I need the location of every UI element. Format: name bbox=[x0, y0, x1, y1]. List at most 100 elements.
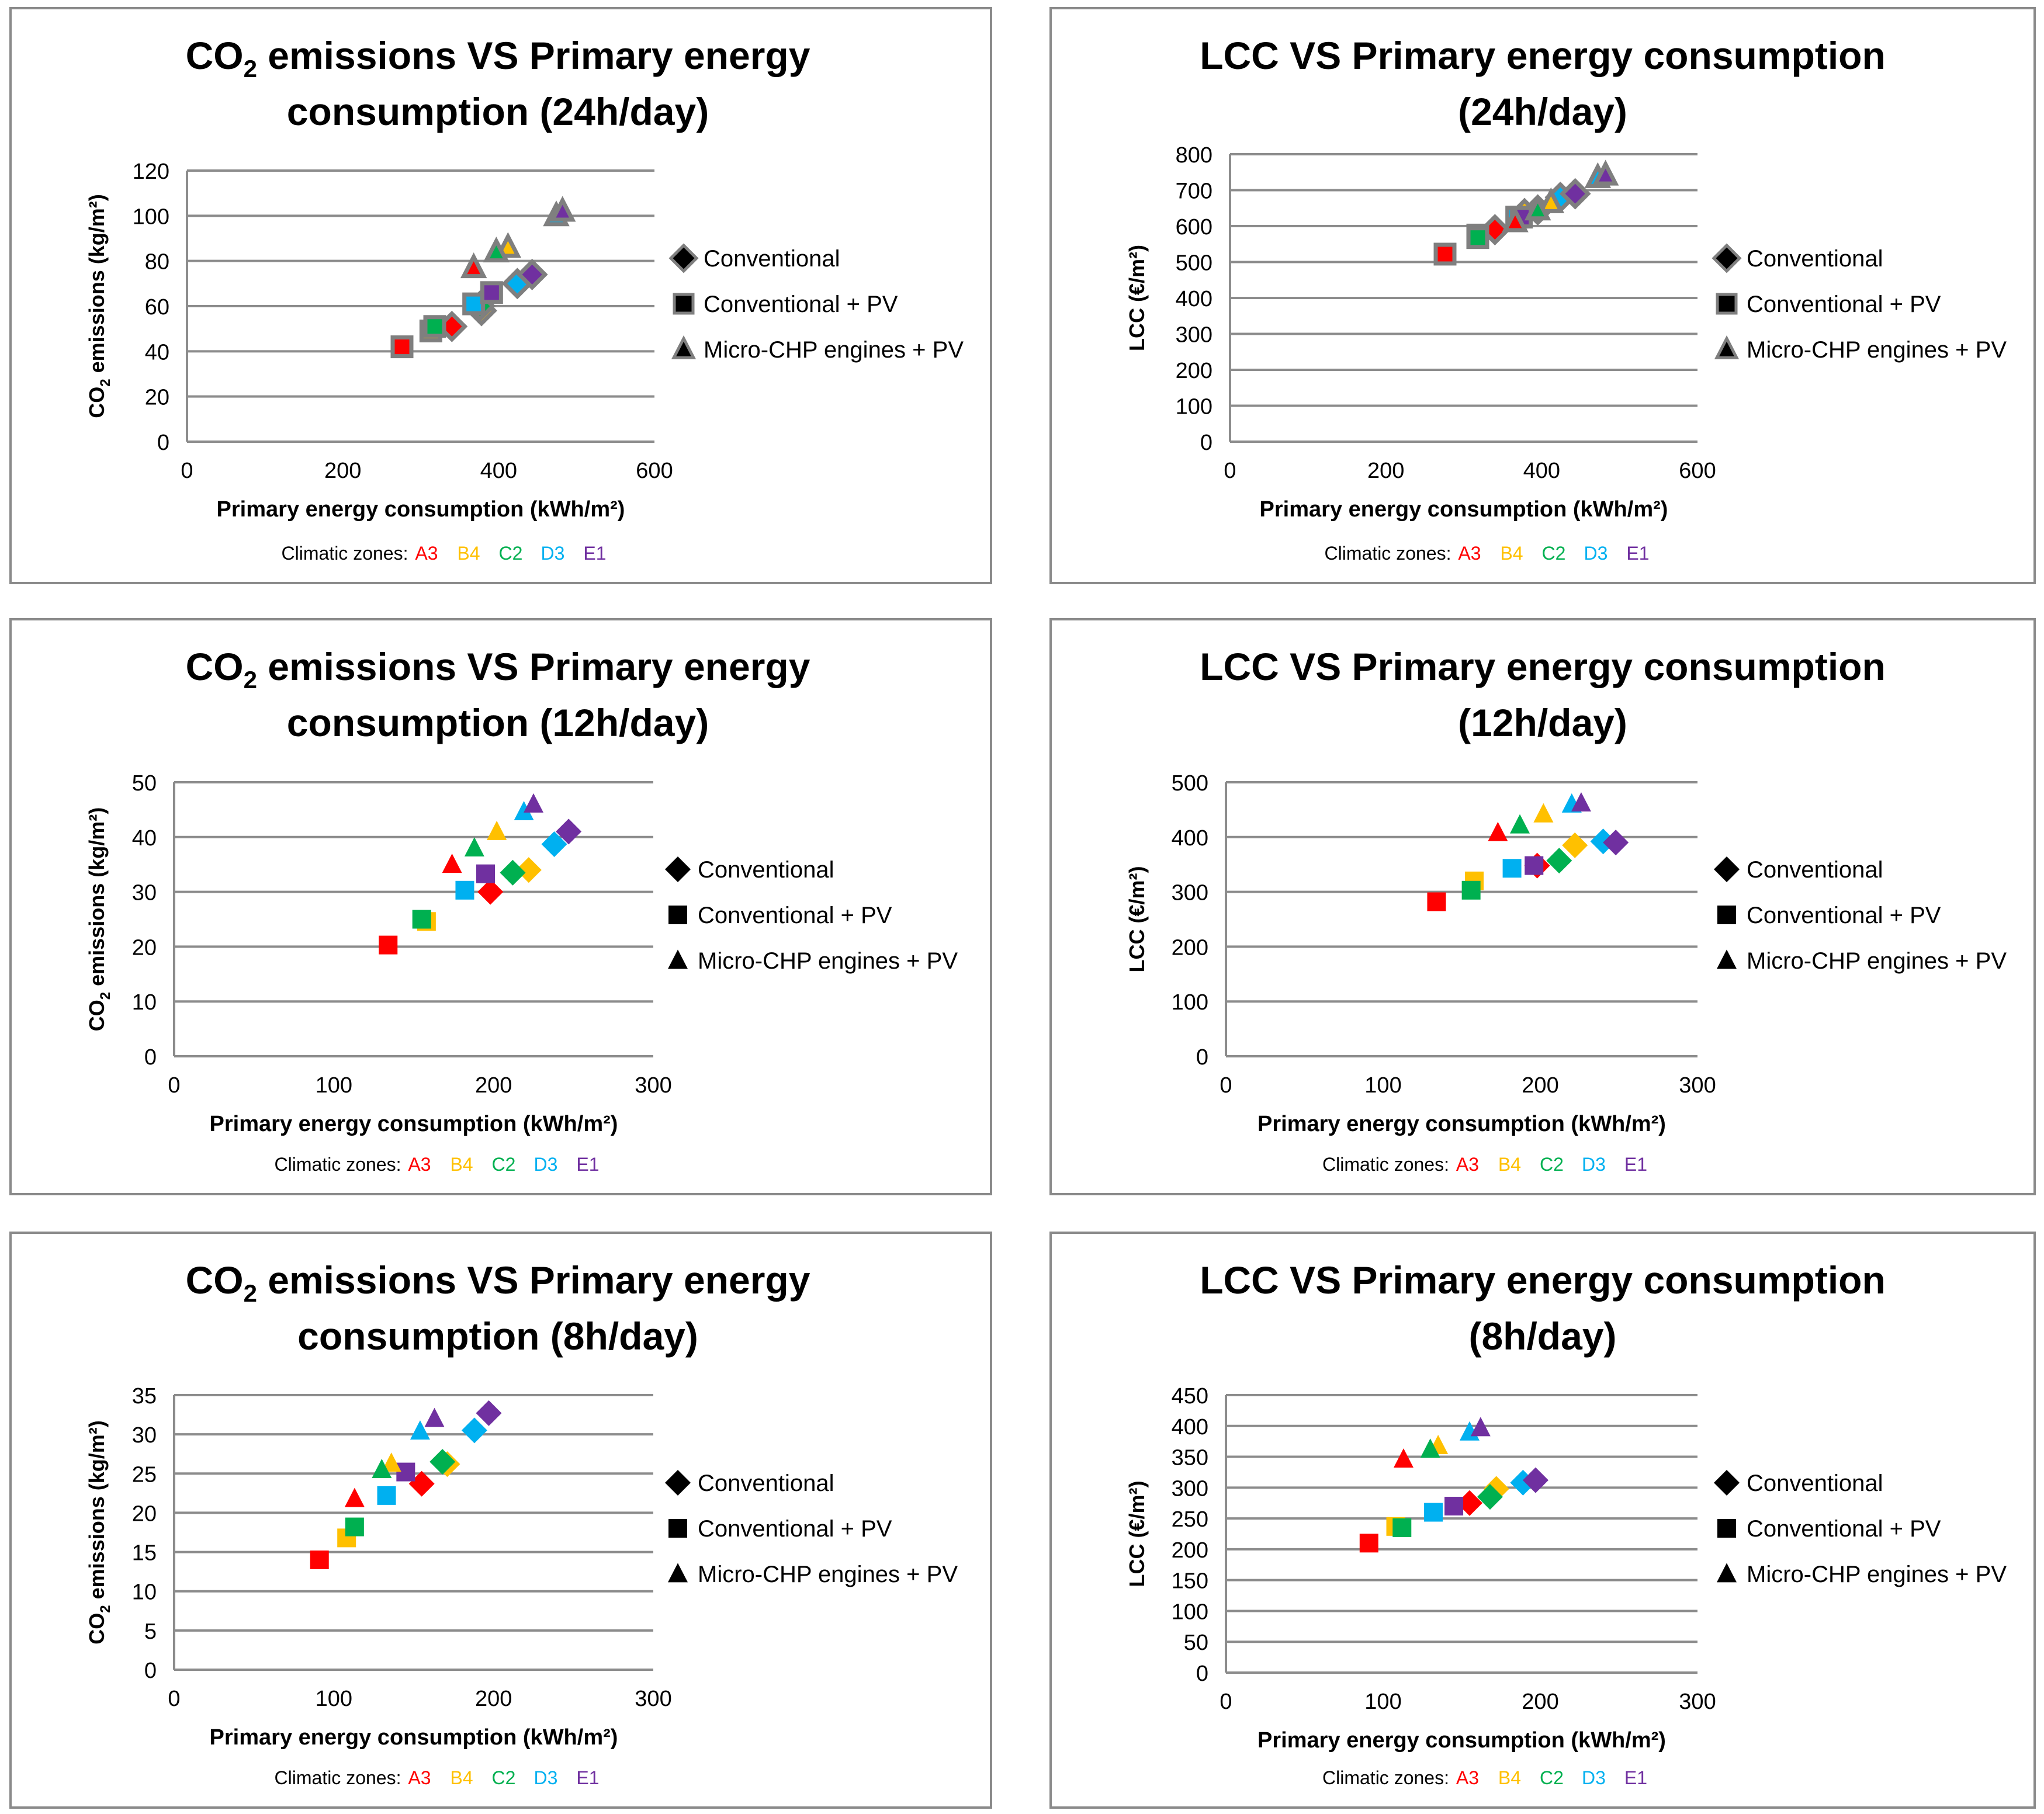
y-tick-label: 500 bbox=[1176, 251, 1212, 276]
y-tick-label: 300 bbox=[1172, 881, 1208, 906]
x-tick-label: 300 bbox=[1679, 1690, 1716, 1714]
chart-panel-co2-24h: CO2 emissions VS Primary energy consumpti… bbox=[9, 7, 992, 584]
x-tick-label: 200 bbox=[1522, 1073, 1558, 1098]
legend-label: Conventional bbox=[698, 1470, 834, 1496]
data-point-triangle-e1 bbox=[1592, 159, 1619, 186]
chart-title-line-2: consumption (12h/day) bbox=[287, 701, 709, 744]
x-tick-label: 400 bbox=[1523, 459, 1560, 483]
data-point-triangle-d3 bbox=[410, 1420, 430, 1440]
legend-marker-diamond bbox=[1714, 856, 1740, 882]
zone-legend-c2: C2 bbox=[1540, 1154, 1564, 1175]
data-point-triangle-c2 bbox=[483, 236, 510, 263]
x-tick-label: 400 bbox=[480, 459, 517, 483]
legend-marker-square bbox=[1717, 906, 1736, 924]
chart-title-line-1: LCC VS Primary energy consumption bbox=[1200, 645, 1886, 688]
y-tick-label: 400 bbox=[1172, 1415, 1208, 1440]
data-point-square-e1 bbox=[476, 864, 495, 883]
series-triangle bbox=[460, 196, 576, 279]
data-point-triangle-a3 bbox=[442, 854, 462, 873]
legend-marker-triangle bbox=[1717, 949, 1737, 969]
legend-label: Conventional bbox=[1747, 1470, 1883, 1496]
data-point-diamond-c2 bbox=[1477, 1484, 1503, 1510]
legend-label: Micro-CHP engines + PV bbox=[1747, 1562, 2007, 1587]
zone-legend-a3: A3 bbox=[1456, 1767, 1479, 1788]
y-tick-label: 5 bbox=[144, 1619, 157, 1644]
data-point-square-e1 bbox=[396, 1462, 415, 1482]
y-tick-label: 40 bbox=[145, 340, 169, 365]
y-tick-label: 700 bbox=[1176, 179, 1212, 204]
legend-label: Conventional + PV bbox=[698, 903, 892, 928]
zone-legend-c2: C2 bbox=[1540, 1767, 1564, 1788]
data-point-diamond-a3 bbox=[477, 879, 504, 905]
x-tick-label: 300 bbox=[1679, 1073, 1716, 1098]
legend-label: Conventional + PV bbox=[704, 292, 898, 317]
y-tick-label: 600 bbox=[1176, 215, 1212, 240]
data-point-square-a3 bbox=[1433, 242, 1457, 266]
zone-legend-c2: C2 bbox=[499, 543, 523, 564]
data-point-diamond-d3 bbox=[541, 831, 567, 857]
panel-border bbox=[1049, 618, 2036, 1195]
y-axis-title: LCC (€/m²) bbox=[1125, 1481, 1149, 1587]
chart-title-line-2: (8h/day) bbox=[1468, 1314, 1616, 1358]
zone-legend-a3: A3 bbox=[408, 1767, 431, 1788]
x-axis-title: Primary energy consumption (kWh/m²) bbox=[1257, 1112, 1666, 1136]
data-point-diamond-e1 bbox=[1559, 178, 1591, 210]
climatic-zones-label: Climatic zones: bbox=[1325, 543, 1451, 564]
data-point-triangle-c2 bbox=[1524, 195, 1551, 221]
series-square bbox=[379, 864, 495, 955]
x-tick-label: 0 bbox=[1220, 1073, 1232, 1098]
x-tick-label: 200 bbox=[475, 1687, 512, 1711]
y-tick-label: 60 bbox=[145, 295, 169, 320]
y-axis-title: LCC (€/m²) bbox=[1125, 245, 1149, 351]
panel-border bbox=[1049, 1232, 2036, 1809]
zone-legend-e1: E1 bbox=[1624, 1767, 1647, 1788]
data-point-diamond-c2 bbox=[429, 1449, 456, 1475]
y-tick-label: 25 bbox=[132, 1462, 157, 1487]
data-point-square-a3 bbox=[379, 935, 398, 955]
x-tick-label: 0 bbox=[181, 459, 193, 483]
legend-label: Conventional + PV bbox=[1747, 903, 1941, 928]
legend-marker-square bbox=[673, 293, 695, 315]
data-point-triangle-a3 bbox=[1393, 1448, 1414, 1468]
y-axis-title: CO2 emissions (kg/m²) bbox=[85, 807, 113, 1031]
data-point-triangle-a3 bbox=[1488, 821, 1508, 841]
x-axis-title: Primary energy consumption (kWh/m²) bbox=[1257, 1728, 1666, 1753]
y-tick-label: 0 bbox=[1200, 431, 1212, 455]
data-point-triangle-b4 bbox=[487, 820, 507, 840]
data-point-triangle-a3 bbox=[1502, 206, 1529, 233]
zone-legend-d3: D3 bbox=[541, 543, 565, 564]
y-axis-title: CO2 emissions (kg/m²) bbox=[85, 194, 113, 418]
data-point-square-c2 bbox=[412, 910, 431, 929]
y-tick-label: 35 bbox=[132, 1384, 157, 1409]
chart-title-line-1: CO2 emissions VS Primary energy bbox=[186, 645, 810, 693]
legend-marker-triangle bbox=[671, 335, 697, 359]
y-tick-label: 150 bbox=[1172, 1569, 1208, 1594]
climatic-zones-label: Climatic zones: bbox=[1322, 1767, 1449, 1788]
x-tick-label: 200 bbox=[1367, 459, 1404, 483]
data-point-square-a3 bbox=[1427, 892, 1446, 911]
x-tick-label: 300 bbox=[635, 1073, 671, 1098]
series-diamond bbox=[477, 818, 582, 905]
legend-marker-diamond bbox=[1714, 1470, 1740, 1496]
y-tick-label: 0 bbox=[157, 431, 169, 455]
series-triangle bbox=[1502, 159, 1619, 233]
x-tick-label: 200 bbox=[324, 459, 361, 483]
y-tick-label: 200 bbox=[1172, 935, 1208, 960]
y-tick-label: 20 bbox=[145, 386, 169, 410]
x-tick-label: 200 bbox=[1522, 1690, 1558, 1714]
y-tick-label: 80 bbox=[145, 250, 169, 275]
y-tick-label: 450 bbox=[1172, 1384, 1208, 1409]
y-tick-label: 250 bbox=[1172, 1507, 1208, 1532]
series-triangle bbox=[1393, 1417, 1491, 1468]
data-point-triangle-b4 bbox=[381, 1452, 401, 1472]
data-point-triangle-c2 bbox=[372, 1458, 392, 1478]
zone-legend-d3: D3 bbox=[534, 1767, 558, 1788]
zone-legend-c2: C2 bbox=[492, 1154, 516, 1175]
y-tick-label: 0 bbox=[1196, 1045, 1208, 1070]
x-axis-title: Primary energy consumption (kWh/m²) bbox=[210, 1725, 618, 1750]
zone-legend-e1: E1 bbox=[1624, 1154, 1647, 1175]
data-point-diamond-e1 bbox=[516, 258, 548, 290]
data-point-diamond-e1 bbox=[1522, 1467, 1548, 1493]
zone-legend-b4: B4 bbox=[1498, 1154, 1521, 1175]
